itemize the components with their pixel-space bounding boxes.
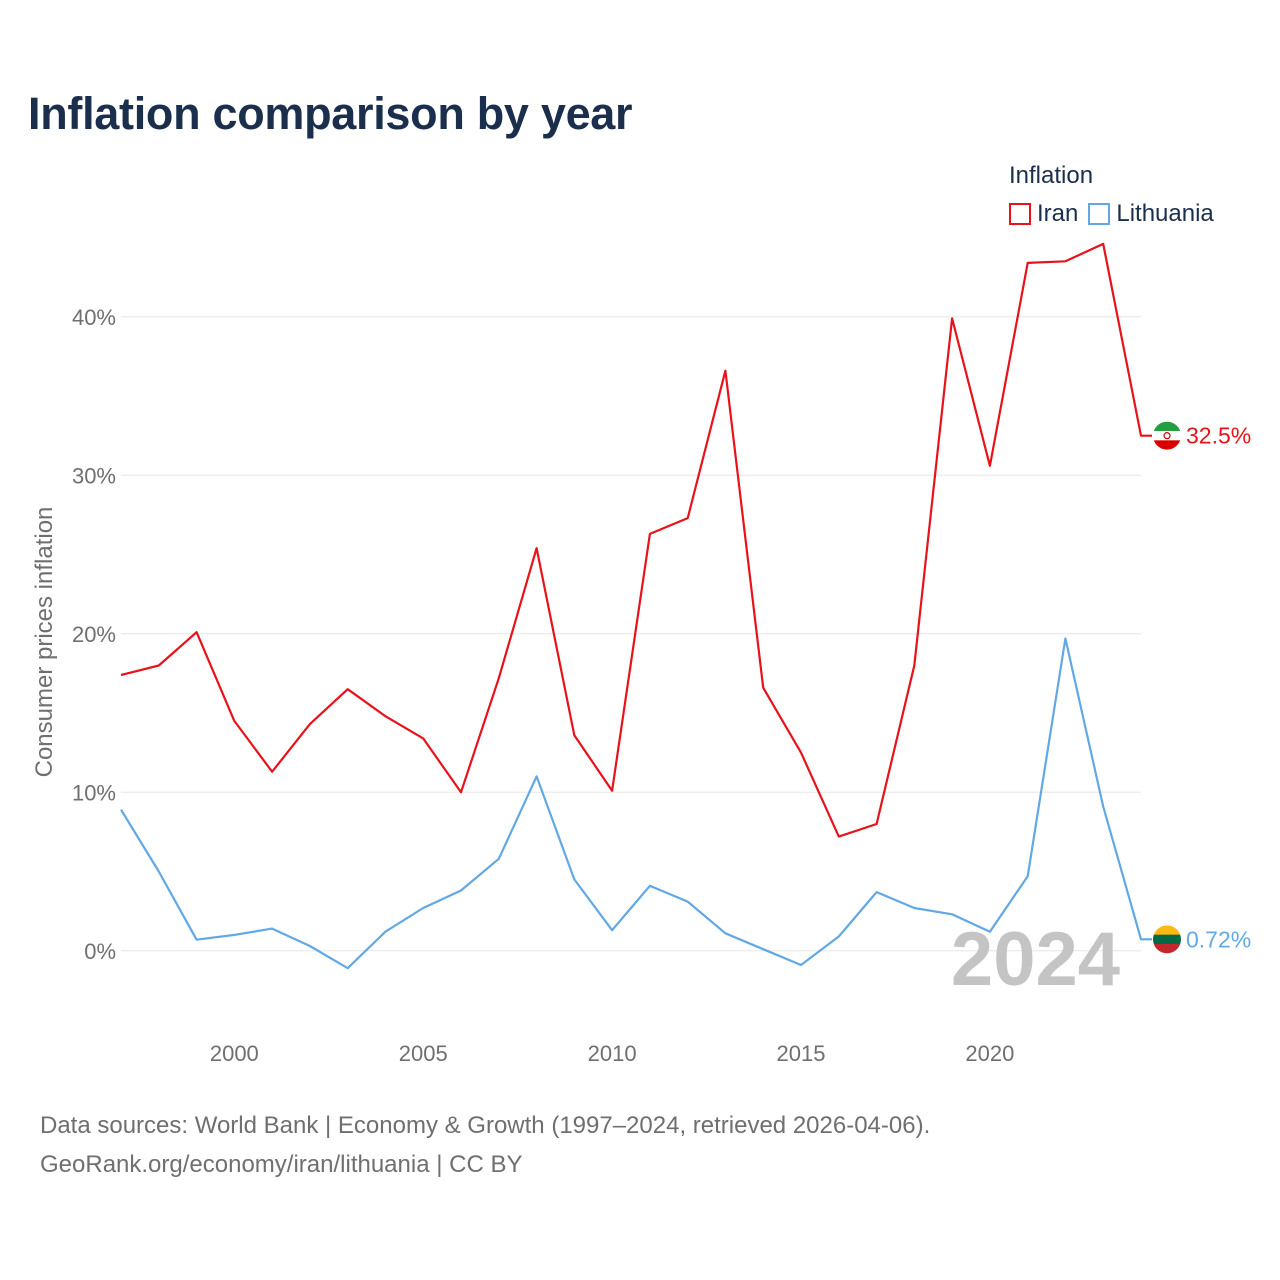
legend: Inflation Iran Lithuania [1009,162,1214,228]
x-tick-label: 2010 [588,1041,637,1066]
legend-item-lithuania[interactable]: Lithuania [1088,200,1214,228]
series-line-lithuania [120,637,1152,970]
y-tick-label: 30% [72,463,116,488]
y-axis-title: Consumer prices inflation [31,507,58,778]
legend-label-iran: Iran [1037,200,1079,227]
y-tick-label: 20% [72,622,116,647]
line-chart: 0% 10% 20% 30% 40% 2000 2005 2010 2015 2020 2024… [31,242,1251,1066]
legend-item-iran[interactable]: Iran [1009,200,1078,228]
flag-iran-icon [1153,421,1181,450]
chart-title: Inflation comparison by year [28,88,633,139]
y-tick-label: 0% [84,939,116,964]
year-watermark: 2024 [951,917,1120,1002]
footer-attribution: GeoRank.org/economy/iran/lithuania | CC … [40,1151,523,1178]
footer: Data sources: World Bank | Economy & Gro… [40,1106,930,1184]
end-value-iran: 32.5% [1186,423,1251,449]
grid-lines [121,316,1141,952]
legend-swatch-iran [1009,203,1031,225]
footer-sources: Data sources: World Bank | Economy & Gro… [40,1112,931,1139]
x-tick-label: 2015 [777,1041,826,1066]
flag-lithuania-icon [1153,925,1181,954]
legend-title: Inflation [1009,162,1094,189]
x-tick-label: 2020 [965,1041,1014,1066]
x-axis: 2000 2005 2010 2015 2020 [210,1041,1015,1066]
x-tick-label: 2005 [399,1041,448,1066]
y-axis: 0% 10% 20% 30% 40% [72,305,116,964]
end-value-lithuania: 0.72% [1186,926,1251,952]
series-lines [120,242,1152,970]
legend-label-lithuania: Lithuania [1116,200,1214,227]
x-tick-label: 2000 [210,1041,259,1066]
series-line-iran [120,242,1152,838]
end-labels: 32.5% 0.72% [1153,421,1251,954]
y-tick-label: 40% [72,305,116,330]
y-tick-label: 10% [72,780,116,805]
legend-swatch-lithuania [1088,203,1111,225]
